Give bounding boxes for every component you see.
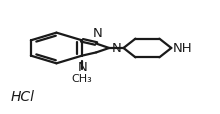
Text: N: N [92, 27, 102, 40]
Text: N: N [78, 60, 88, 73]
Text: HCl: HCl [11, 89, 35, 103]
Text: CH₃: CH₃ [72, 73, 92, 83]
Text: N: N [112, 42, 122, 55]
Text: NH: NH [173, 42, 193, 55]
